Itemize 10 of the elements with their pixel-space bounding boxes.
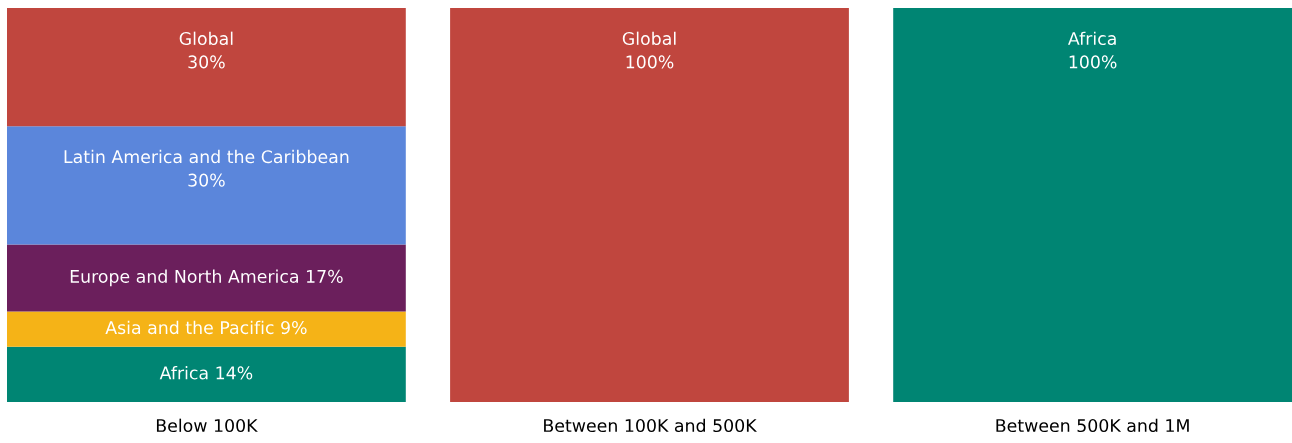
data-label: Global 30%	[179, 31, 233, 69]
data-label: Europe and North America 17%	[70, 269, 343, 287]
x-tick-label: Below 100K	[156, 418, 258, 433]
data-label: Asia and the Pacific 9%	[105, 320, 307, 335]
data-label: Global 100%	[622, 31, 676, 69]
x-tick-label: Between 500K and 1M	[996, 418, 1189, 433]
data-label: Africa 100%	[1067, 31, 1117, 69]
data-label: Latin America and the Caribbean 30%	[64, 149, 349, 187]
data-label: Africa 14%	[159, 366, 253, 380]
x-tick-label: Between 100K and 500K	[544, 418, 757, 433]
